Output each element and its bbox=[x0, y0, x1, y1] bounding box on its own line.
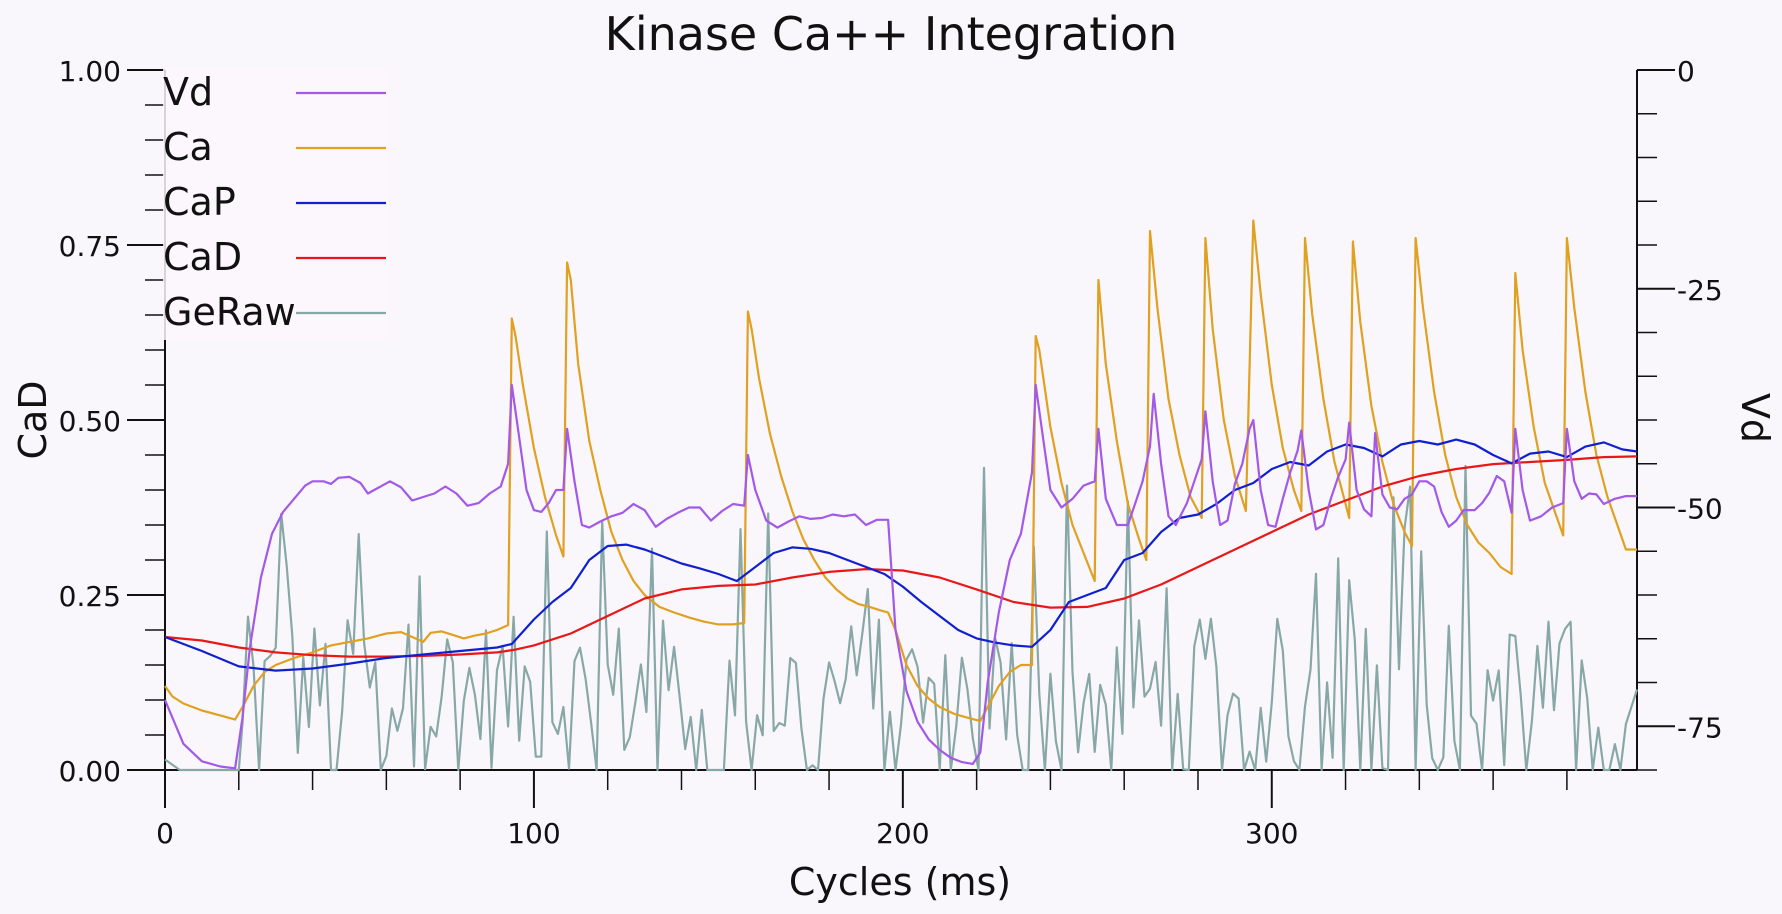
x-tick-label: 300 bbox=[1245, 817, 1298, 850]
series-line-vd bbox=[163, 383, 1637, 770]
y-tick-label: 0.25 bbox=[59, 580, 121, 613]
x-tick-label: 200 bbox=[876, 817, 929, 850]
y-tick-label: 0.00 bbox=[59, 755, 121, 788]
legend-label-geraw: GeRaw bbox=[163, 290, 296, 334]
axes: 0.00 0.25 0.50 0.75 1.00 0 -25 -50 -75 0 100 200 300 bbox=[59, 55, 1723, 850]
x-axis-label: Cycles (ms) bbox=[789, 860, 1011, 904]
legend-label-cad: CaD bbox=[163, 235, 242, 279]
y2-axis-label: Vd bbox=[1733, 393, 1777, 443]
y-axis-label: CaD bbox=[11, 380, 55, 459]
series-layer bbox=[163, 219, 1639, 772]
x-tick-label: 0 bbox=[156, 817, 174, 850]
y2-tick-label: -25 bbox=[1677, 274, 1723, 307]
y-tick-label: 1.00 bbox=[59, 55, 121, 88]
y-tick-label: 0.50 bbox=[59, 405, 121, 438]
y-tick-label: 0.75 bbox=[59, 230, 121, 263]
y2-tick-label: -75 bbox=[1677, 711, 1723, 744]
legend-label-vd: Vd bbox=[163, 70, 213, 114]
series-line-geraw bbox=[164, 464, 1639, 772]
legend-label-ca: Ca bbox=[163, 125, 213, 169]
series-line-cap bbox=[164, 438, 1638, 672]
y2-tick-label: -50 bbox=[1677, 493, 1723, 526]
legend: Vd Ca CaP CaD GeRaw bbox=[163, 68, 388, 340]
y2-tick-label: 0 bbox=[1677, 55, 1695, 88]
x-tick-label: 100 bbox=[507, 817, 560, 850]
chart-title: Kinase Ca++ Integration bbox=[605, 7, 1178, 61]
series-line-ca bbox=[164, 219, 1637, 723]
legend-label-cap: CaP bbox=[163, 180, 236, 224]
